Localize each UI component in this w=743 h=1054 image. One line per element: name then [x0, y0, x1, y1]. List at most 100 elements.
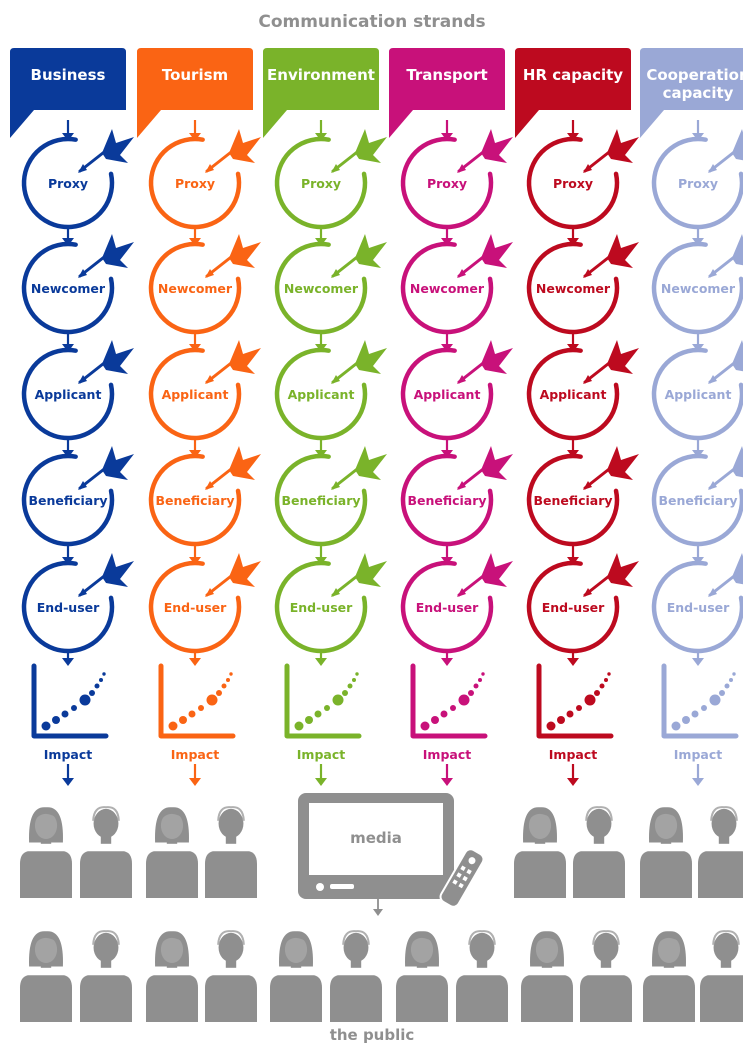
stage-label: End-user [667, 600, 730, 615]
tv-icon [298, 793, 454, 899]
strand-header-hr-capacity [515, 48, 631, 138]
stage-label: Proxy [678, 176, 718, 191]
target-circle-dart-icon [651, 553, 743, 654]
impact-label: Impact [549, 747, 597, 762]
person-icon [396, 931, 448, 1022]
stage-label: Proxy [553, 176, 593, 191]
target-circle-dart-icon [148, 340, 261, 441]
person-icon [514, 807, 566, 898]
stage-label: Proxy [301, 176, 341, 191]
strands-layer: Business Proxy Newcomer Applicant Beneficiar… [10, 48, 743, 786]
stage-label: End-user [37, 600, 100, 615]
stage-label: End-user [290, 600, 353, 615]
flow-arrow-head [315, 778, 327, 786]
person-icon [330, 930, 382, 1022]
person-icon [205, 806, 257, 898]
stage-label: Proxy [48, 176, 88, 191]
stage-label: Proxy [175, 176, 215, 191]
strand-label-line: Cooperation [646, 66, 743, 84]
stage-label: Newcomer [410, 281, 485, 296]
stage-label: Applicant [540, 387, 607, 402]
impact-label: Impact [423, 747, 471, 762]
target-circle-dart-icon [148, 446, 261, 547]
person-icon [640, 807, 692, 898]
stage-label: Beneficiary [658, 493, 737, 508]
strand-header-environment [263, 48, 379, 138]
stage-label: Newcomer [661, 281, 736, 296]
target-circle-dart-icon [274, 234, 387, 335]
stage-label: Beneficiary [407, 493, 486, 508]
target-circle-dart-icon [21, 553, 134, 654]
target-circle-dart-icon [526, 446, 639, 547]
person-icon [80, 930, 132, 1022]
target-circle-dart-icon [274, 340, 387, 441]
target-circle-dart-icon [651, 446, 743, 547]
target-circle-dart-icon [400, 129, 513, 230]
person-icon [20, 931, 72, 1022]
public-label: the public [330, 1026, 415, 1044]
target-circle-dart-icon [148, 234, 261, 335]
strand-header-tourism [137, 48, 253, 138]
impact-chart-icon [410, 663, 488, 739]
stage-label: Beneficiary [533, 493, 612, 508]
strand-business: Business Proxy Newcomer Applicant Beneficiar… [10, 48, 134, 786]
person-icon [580, 930, 632, 1022]
media-label: media [350, 829, 402, 847]
target-circle-dart-icon [651, 129, 743, 230]
stage-label: End-user [416, 600, 479, 615]
strand-header-business [10, 48, 126, 138]
diagram-title: Communication strands [258, 12, 485, 32]
stage-label: End-user [542, 600, 605, 615]
person-icon [80, 806, 132, 898]
strand-label-line: HR capacity [523, 66, 623, 84]
flow-arrow-head [189, 658, 201, 666]
person-icon [146, 807, 198, 898]
strand-tourism: Tourism Proxy Newcomer Applicant Beneficiary… [137, 48, 261, 786]
strand-label-line: Transport [406, 66, 487, 84]
stage-label: Newcomer [158, 281, 233, 296]
target-circle-dart-icon [148, 129, 261, 230]
strand-label-line: capacity [663, 84, 734, 102]
stage-label: Newcomer [284, 281, 359, 296]
stage-label: Newcomer [31, 281, 106, 296]
media-block: media [298, 793, 485, 916]
strand-hr-capacity: HR capacity Proxy Newcomer Applicant Benefic… [515, 48, 639, 786]
target-circle-dart-icon [274, 129, 387, 230]
target-circle-dart-icon [274, 553, 387, 654]
stage-label: Beneficiary [28, 493, 107, 508]
stage-label: Proxy [427, 176, 467, 191]
target-circle-dart-icon [651, 234, 743, 335]
strand-label-line: Environment [267, 66, 375, 84]
flow-arrow-head [62, 778, 74, 786]
stage-label: Newcomer [536, 281, 611, 296]
impact-chart-icon [661, 663, 739, 739]
strand-header-cooperation-capacity [640, 48, 743, 138]
strand-label-line: Business [31, 66, 106, 84]
target-circle-dart-icon [274, 446, 387, 547]
target-circle-dart-icon [526, 553, 639, 654]
impact-label: Impact [44, 747, 92, 762]
flow-arrow-head [62, 658, 74, 666]
person-icon [270, 931, 322, 1022]
strand-header-transport [389, 48, 505, 138]
person-icon [573, 806, 625, 898]
person-icon [700, 930, 743, 1022]
strand-environment: Environment Proxy Newcomer Applicant Benefic… [263, 48, 387, 786]
stage-label: End-user [164, 600, 227, 615]
impact-label: Impact [674, 747, 722, 762]
flow-arrow-head [567, 778, 579, 786]
media-arrow-head [373, 909, 383, 916]
target-circle-dart-icon [400, 553, 513, 654]
stage-label: Applicant [414, 387, 481, 402]
person-icon [205, 930, 257, 1022]
person-icon [20, 807, 72, 898]
impact-chart-icon [284, 663, 362, 739]
person-icon [146, 931, 198, 1022]
flow-arrow-head [441, 658, 453, 666]
stage-label: Applicant [665, 387, 732, 402]
flow-arrow-head [567, 658, 579, 666]
flow-arrow-head [315, 658, 327, 666]
target-circle-dart-icon [21, 234, 134, 335]
